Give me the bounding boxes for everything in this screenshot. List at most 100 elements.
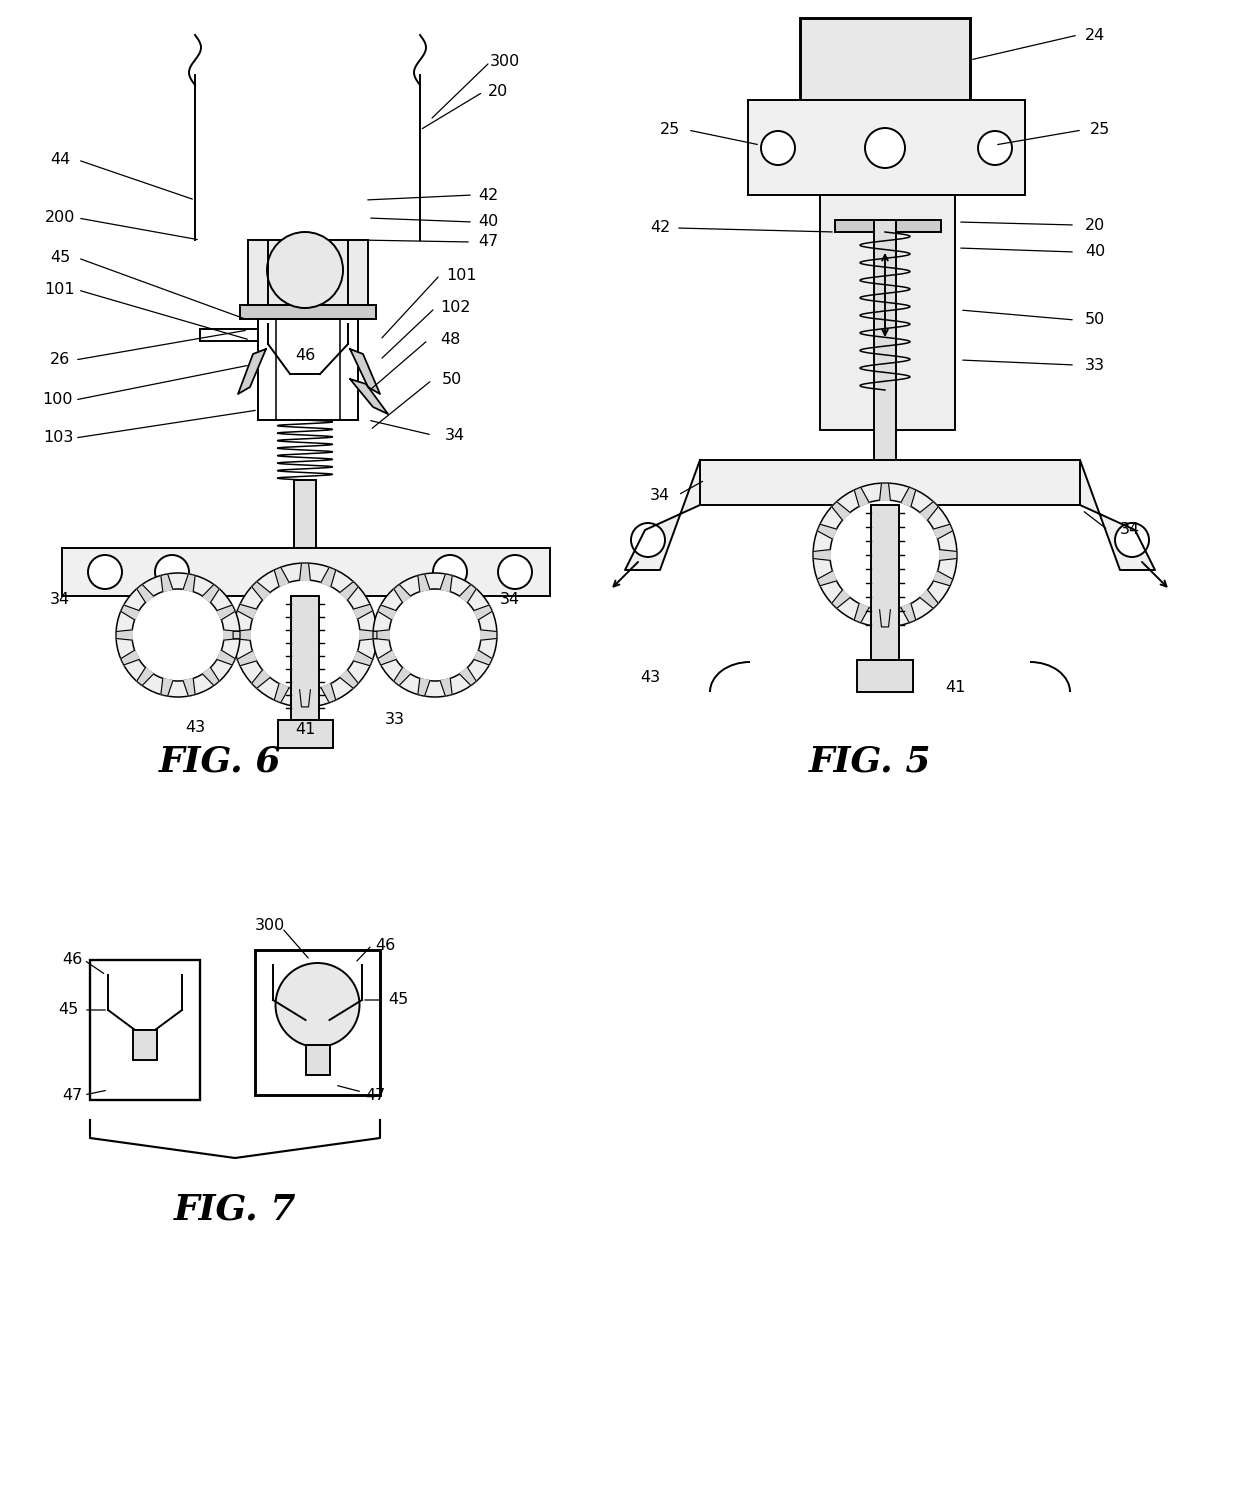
Polygon shape — [360, 630, 377, 641]
Bar — [91, 960, 200, 1100]
Bar — [133, 1030, 157, 1060]
Circle shape — [761, 132, 795, 165]
Polygon shape — [460, 584, 476, 602]
Polygon shape — [817, 524, 837, 539]
Polygon shape — [440, 678, 453, 696]
Text: 25: 25 — [660, 123, 680, 138]
Text: 46: 46 — [62, 952, 82, 967]
Bar — [305, 1045, 330, 1075]
Bar — [800, 18, 970, 100]
Polygon shape — [300, 563, 310, 581]
Bar — [820, 195, 955, 430]
Polygon shape — [378, 650, 396, 665]
Text: 24: 24 — [1085, 27, 1105, 42]
Polygon shape — [854, 487, 869, 506]
Circle shape — [155, 555, 188, 588]
Polygon shape — [813, 549, 831, 560]
Polygon shape — [217, 605, 236, 620]
Polygon shape — [832, 501, 851, 519]
Bar — [255, 951, 379, 1094]
Text: 42: 42 — [477, 187, 498, 202]
Polygon shape — [353, 605, 373, 620]
Text: 34: 34 — [650, 488, 670, 503]
Polygon shape — [217, 650, 236, 665]
Polygon shape — [202, 668, 219, 686]
Text: 34: 34 — [500, 593, 520, 608]
Circle shape — [498, 555, 532, 588]
Text: 43: 43 — [185, 720, 205, 735]
Polygon shape — [300, 690, 310, 707]
Circle shape — [131, 588, 224, 681]
Bar — [294, 481, 316, 549]
Polygon shape — [854, 603, 869, 623]
Text: 101: 101 — [45, 283, 76, 298]
Polygon shape — [474, 650, 492, 665]
Polygon shape — [832, 590, 851, 608]
Text: 34: 34 — [50, 593, 71, 608]
Text: 33: 33 — [384, 713, 405, 728]
Polygon shape — [879, 609, 890, 627]
Polygon shape — [879, 484, 890, 500]
Polygon shape — [237, 605, 257, 620]
Bar — [870, 504, 899, 660]
Circle shape — [813, 484, 957, 627]
Polygon shape — [252, 582, 270, 600]
Polygon shape — [901, 603, 916, 623]
Circle shape — [389, 588, 481, 681]
Polygon shape — [120, 605, 139, 620]
Text: 26: 26 — [50, 352, 71, 367]
Text: FIG. 5: FIG. 5 — [808, 746, 931, 778]
Text: 44: 44 — [50, 153, 71, 168]
Circle shape — [250, 579, 360, 690]
Text: 47: 47 — [365, 1087, 386, 1102]
Polygon shape — [481, 630, 497, 641]
Polygon shape — [625, 460, 701, 570]
Polygon shape — [136, 668, 154, 686]
Polygon shape — [920, 590, 939, 608]
Circle shape — [830, 500, 940, 609]
Text: FIG. 7: FIG. 7 — [174, 1193, 296, 1228]
Text: 47: 47 — [477, 235, 498, 250]
Text: 41: 41 — [295, 723, 315, 738]
Bar — [701, 460, 1080, 504]
Polygon shape — [161, 573, 172, 591]
Polygon shape — [136, 584, 154, 602]
Polygon shape — [920, 501, 939, 519]
Text: 45: 45 — [58, 1003, 78, 1018]
Polygon shape — [233, 630, 250, 641]
Circle shape — [631, 522, 665, 557]
Bar — [874, 220, 897, 500]
Polygon shape — [817, 570, 837, 585]
Circle shape — [978, 132, 1012, 165]
Text: 20: 20 — [487, 84, 508, 99]
Polygon shape — [901, 487, 916, 506]
Circle shape — [267, 232, 343, 308]
Circle shape — [1115, 522, 1149, 557]
Polygon shape — [340, 582, 358, 600]
Text: 103: 103 — [43, 431, 73, 446]
Polygon shape — [350, 349, 379, 394]
Polygon shape — [223, 630, 239, 641]
Text: 102: 102 — [440, 301, 470, 316]
Bar — [835, 220, 941, 232]
Polygon shape — [274, 567, 289, 587]
Bar — [748, 100, 1025, 195]
Polygon shape — [418, 678, 430, 696]
Bar — [62, 548, 551, 596]
Polygon shape — [237, 651, 257, 666]
Text: 300: 300 — [255, 918, 285, 933]
Bar — [278, 720, 334, 748]
Bar — [291, 596, 319, 720]
Text: 50: 50 — [441, 373, 463, 388]
Text: 46: 46 — [295, 347, 315, 362]
Text: FIG. 6: FIG. 6 — [159, 746, 281, 778]
Polygon shape — [934, 570, 952, 585]
Polygon shape — [378, 605, 396, 620]
Polygon shape — [934, 524, 952, 539]
Text: 50: 50 — [1085, 313, 1105, 328]
Circle shape — [275, 963, 360, 1046]
Circle shape — [233, 563, 377, 707]
Text: 47: 47 — [62, 1087, 82, 1102]
Polygon shape — [161, 678, 172, 696]
Polygon shape — [117, 630, 133, 641]
